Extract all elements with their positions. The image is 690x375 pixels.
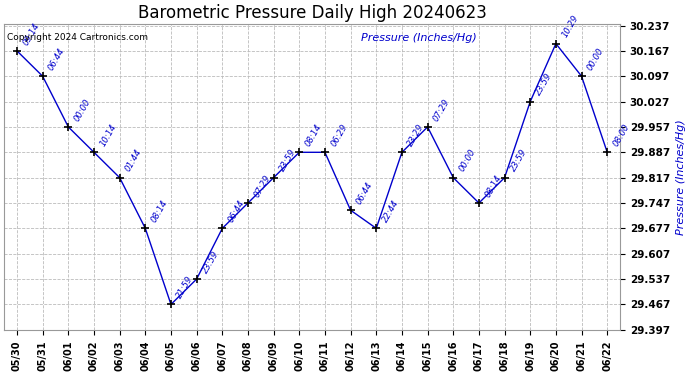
Text: 07:29: 07:29 [432, 97, 452, 123]
Text: 07:29: 07:29 [252, 173, 272, 199]
Text: 06:44: 06:44 [355, 180, 375, 206]
Text: 23:59: 23:59 [535, 72, 554, 98]
Text: Copyright 2024 Cartronics.com: Copyright 2024 Cartronics.com [8, 33, 148, 42]
Text: 08:14: 08:14 [150, 199, 170, 224]
Text: 10:29: 10:29 [560, 14, 580, 39]
Y-axis label: Pressure (Inches/Hg): Pressure (Inches/Hg) [676, 119, 686, 235]
Text: Pressure (Inches/Hg): Pressure (Inches/Hg) [362, 33, 477, 43]
Text: 00:00: 00:00 [586, 46, 606, 72]
Text: 00:00: 00:00 [457, 148, 477, 174]
Text: 09:14: 09:14 [21, 21, 41, 47]
Text: 01:44: 01:44 [124, 148, 144, 174]
Text: 08:14: 08:14 [483, 173, 503, 199]
Text: 23:29: 23:29 [406, 123, 426, 148]
Title: Barometric Pressure Daily High 20240623: Barometric Pressure Daily High 20240623 [138, 4, 486, 22]
Text: 06:44: 06:44 [226, 199, 246, 224]
Text: 21:59: 21:59 [175, 274, 195, 300]
Text: 08:14: 08:14 [304, 123, 324, 148]
Text: 06:44: 06:44 [47, 46, 67, 72]
Text: 00:00: 00:00 [72, 97, 92, 123]
Text: 23:59: 23:59 [201, 249, 221, 275]
Text: 23:59: 23:59 [509, 148, 529, 174]
Text: 08:00: 08:00 [611, 123, 631, 148]
Text: 06:29: 06:29 [329, 123, 349, 148]
Text: 23:59: 23:59 [278, 148, 298, 174]
Text: 10:14: 10:14 [98, 123, 118, 148]
Text: 22:44: 22:44 [380, 199, 400, 224]
